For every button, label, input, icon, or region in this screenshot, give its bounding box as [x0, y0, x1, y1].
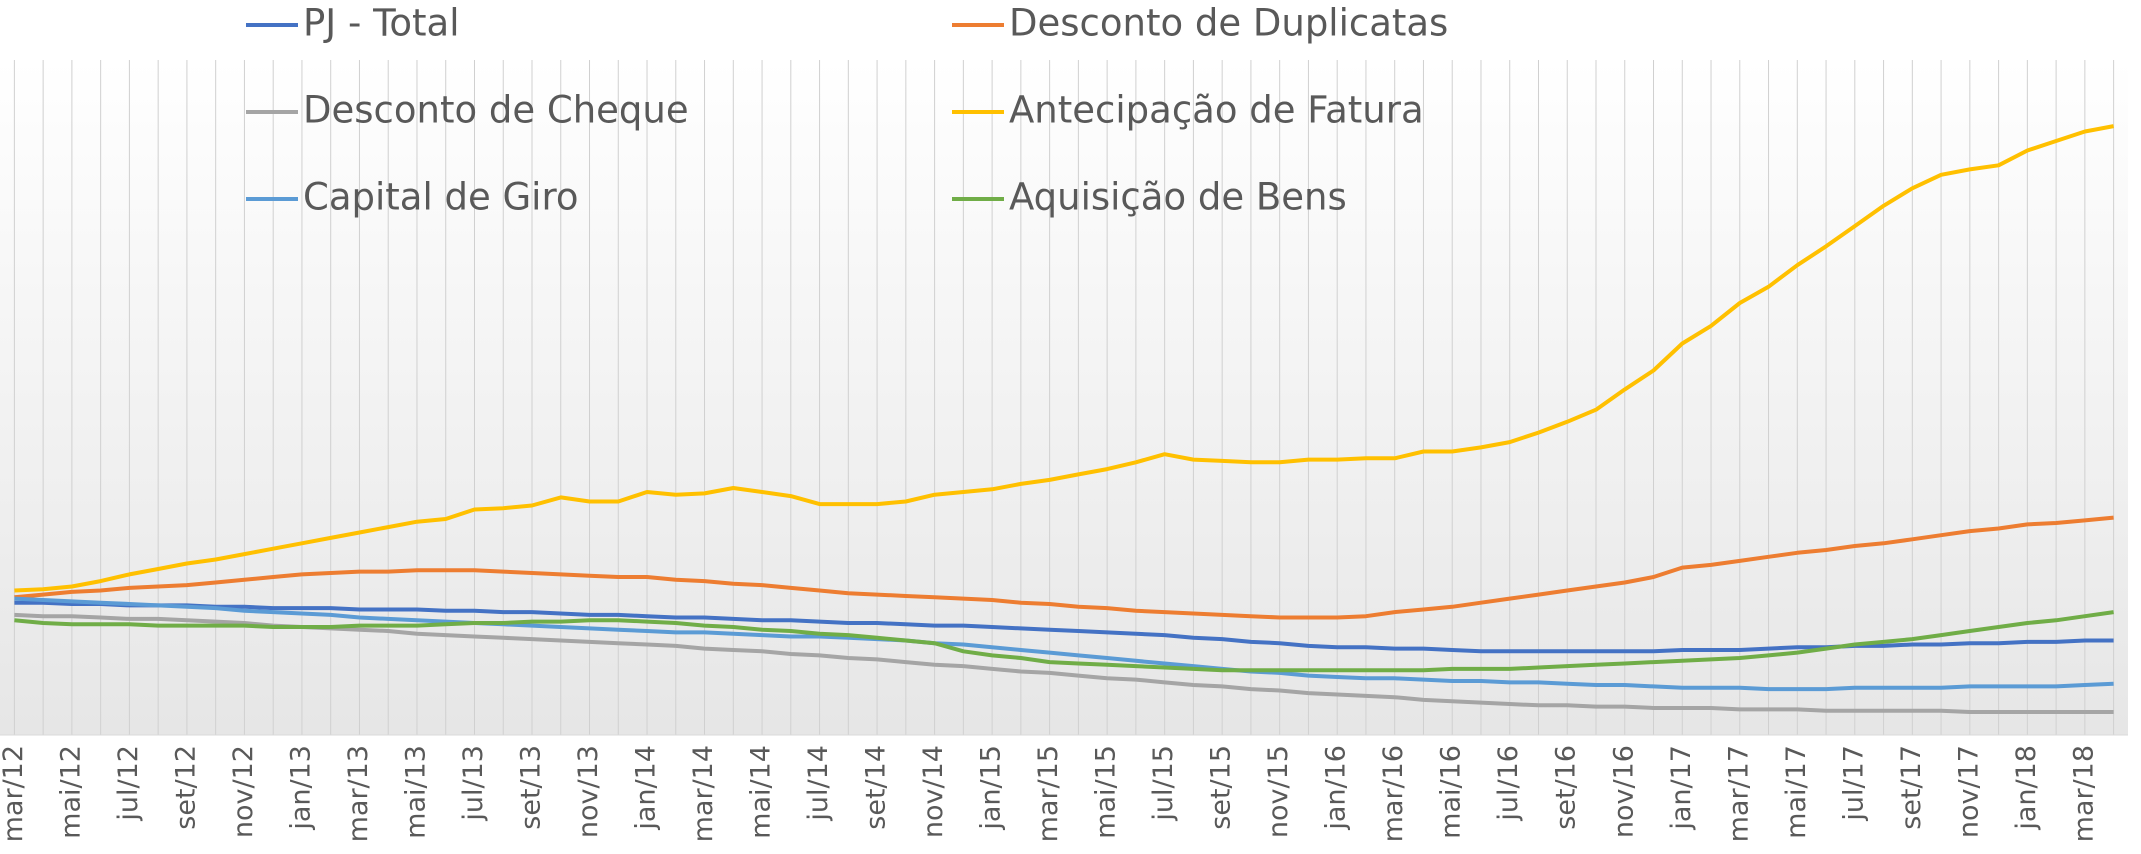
x-tick-label: jul/14 [803, 745, 834, 822]
x-tick-label: jul/12 [113, 745, 144, 822]
x-tick-label: nov/16 [1608, 745, 1639, 838]
x-tick-label: set/15 [1206, 745, 1237, 830]
x-tick-label: mar/14 [688, 745, 719, 842]
x-tick-label: set/12 [170, 745, 201, 830]
series-line [14, 515, 2114, 620]
x-tick-label: mai/17 [1781, 745, 1812, 839]
legend-label: Desconto de Cheque [303, 89, 689, 132]
x-tick-label: nov/12 [228, 745, 259, 838]
x-tick-label: mai/12 [55, 745, 86, 839]
x-tick-label: mai/14 [746, 745, 777, 839]
plot-area [0, 60, 2128, 735]
series-line [14, 124, 2114, 593]
x-tick-label: mar/16 [1378, 745, 1409, 842]
x-tick-label: mar/13 [343, 745, 374, 842]
x-tick-label: jul/16 [1493, 745, 1524, 822]
legend-label: Capital de Giro [303, 176, 579, 219]
x-tick-label: mai/13 [400, 745, 431, 839]
legend-label: PJ - Total [303, 2, 460, 45]
series-line [14, 612, 2114, 714]
x-tick-label: mai/15 [1091, 745, 1122, 839]
x-tick-label: set/17 [1896, 745, 1927, 830]
series-line [14, 610, 2114, 673]
x-tick-label: mar/18 [2068, 745, 2099, 842]
x-tick-label: set/16 [1551, 745, 1582, 830]
x-tick-label: mar/17 [1723, 745, 1754, 842]
x-tick-label: nov/14 [918, 745, 949, 838]
x-tick-label: jul/17 [1838, 745, 1869, 822]
x-tick-label: jan/17 [1666, 745, 1697, 831]
x-tick-label: nov/15 [1263, 745, 1294, 838]
legend-label: Antecipação de Fatura [1009, 89, 1424, 132]
series-line [14, 600, 2114, 654]
x-tick-label: jan/14 [631, 745, 662, 831]
x-tick-label: jan/16 [1321, 745, 1352, 831]
x-tick-label: nov/17 [1953, 745, 1984, 838]
x-tick-label: jan/13 [285, 745, 316, 831]
x-tick-label: jul/13 [458, 745, 489, 822]
x-tick-label: jan/15 [976, 745, 1007, 831]
x-tick-label: mai/16 [1436, 745, 1467, 839]
x-tick-label: jul/15 [1148, 745, 1179, 822]
x-tick-label: mar/12 [0, 745, 29, 842]
x-tick-label: nov/13 [573, 745, 604, 838]
x-tick-label: mar/15 [1033, 745, 1064, 842]
x-tick-label: jan/18 [2011, 745, 2042, 831]
x-tick-label: set/13 [516, 745, 547, 830]
legend-label: Aquisição de Bens [1009, 176, 1347, 219]
x-tick-label: set/14 [861, 745, 892, 830]
series-line [14, 596, 2114, 692]
legend-label: Desconto de Duplicatas [1009, 2, 1448, 45]
